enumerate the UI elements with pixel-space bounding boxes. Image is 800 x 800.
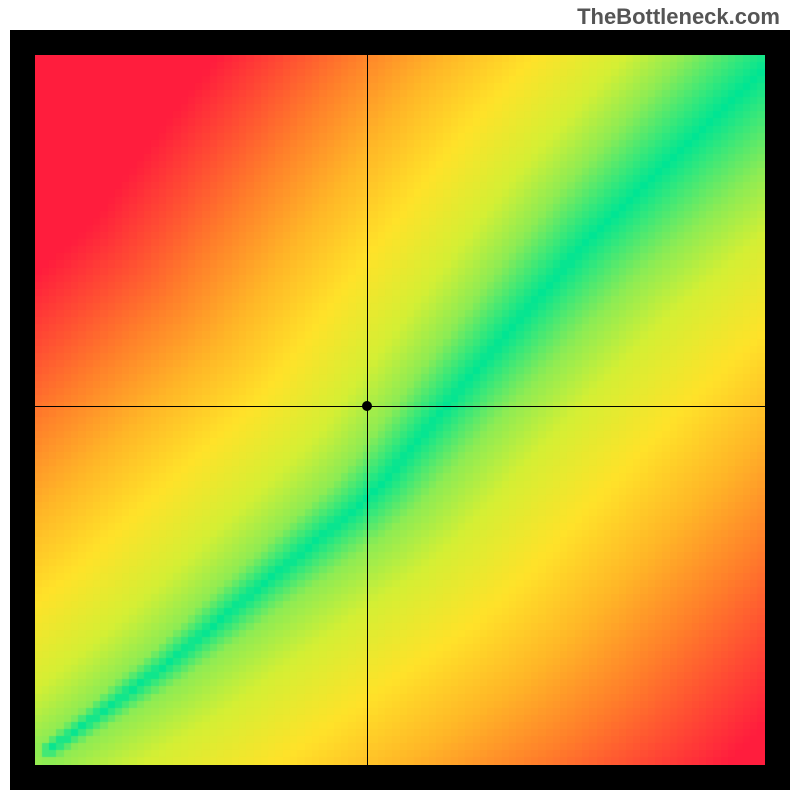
- plot-frame: [10, 30, 790, 790]
- plot-area: [35, 55, 765, 765]
- heatmap-canvas: [35, 55, 765, 765]
- crosshair-marker: [362, 401, 372, 411]
- chart-container: TheBottleneck.com: [0, 0, 800, 800]
- watermark-text: TheBottleneck.com: [577, 4, 780, 30]
- crosshair-horizontal: [35, 406, 765, 407]
